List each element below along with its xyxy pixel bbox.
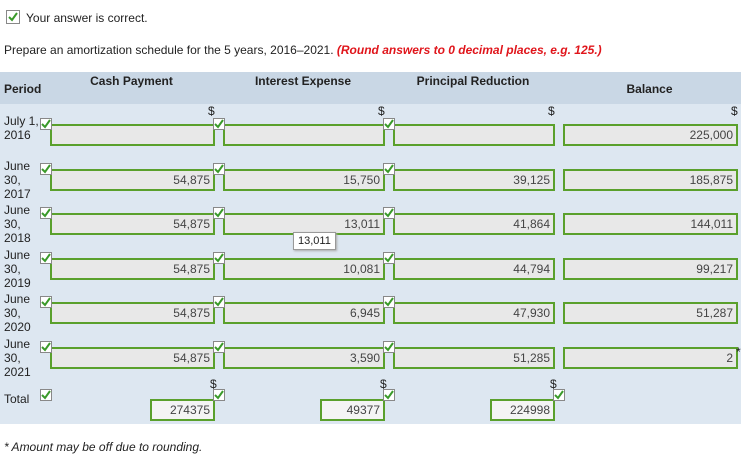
input-cash[interactable] [50, 124, 215, 146]
input-interest[interactable]: 6,945 [223, 302, 385, 324]
input-interest[interactable] [223, 124, 385, 146]
table-header [0, 72, 741, 104]
check-icon [213, 162, 225, 175]
input-total-principal[interactable]: 224998 [490, 399, 555, 421]
tooltip: 13,011 [293, 232, 336, 250]
check-icon [213, 389, 225, 401]
input-principal[interactable]: 51,285 [393, 346, 555, 369]
currency-symbol: $ [550, 377, 557, 391]
period-label: June 30, 2017 [4, 158, 31, 201]
input-total-interest[interactable]: 49377 [320, 399, 385, 421]
check-icon [383, 340, 395, 353]
currency-symbol: $ [208, 104, 215, 118]
input-interest[interactable]: 10,081 [223, 257, 385, 280]
check-icon [383, 251, 395, 264]
check-icon [40, 162, 52, 175]
input-interest[interactable]: 15,750 [223, 168, 385, 191]
instruction: Prepare an amortization schedule for the… [4, 43, 602, 57]
instruction-note: (Round answers to 0 decimal places, e.g.… [336, 43, 602, 57]
footnote: * Amount may be off due to rounding. [4, 440, 203, 454]
check-icon [40, 389, 52, 401]
check-icon [213, 251, 225, 264]
input-principal[interactable]: 47,930 [393, 302, 555, 324]
column-header: Period [4, 82, 42, 96]
currency-symbol: $ [731, 104, 738, 118]
input-principal[interactable]: 41,864 [393, 213, 555, 235]
check-icon [40, 118, 52, 130]
currency-symbol: $ [380, 377, 387, 391]
check-icon [40, 296, 52, 308]
period-label: June 30, 2021 [4, 336, 31, 379]
status: Your answer is correct. [26, 11, 148, 25]
check-icon [383, 162, 395, 175]
input-total-cash[interactable]: 274375 [150, 399, 215, 421]
currency-symbol: $ [548, 104, 555, 118]
period-label: July 1, 2016 [4, 114, 39, 142]
correct-icon [6, 10, 20, 24]
check-icon [383, 389, 395, 401]
input-principal[interactable]: 39,125 [393, 168, 555, 191]
period-label: June 30, 2019 [4, 247, 31, 290]
column-header: Principal Reduction [416, 74, 530, 88]
column-header: Cash Payment [90, 74, 173, 88]
currency-symbol: $ [378, 104, 385, 118]
input-cash[interactable]: 54,875 [50, 302, 215, 324]
input-balance[interactable]: 185,875 [563, 168, 738, 191]
input-balance[interactable]: 144,011 [563, 213, 738, 235]
period-label: June 30, 2018 [4, 203, 31, 245]
column-header: Interest Expense [254, 74, 352, 88]
period-label: June 30, 2020 [4, 292, 31, 334]
input-principal[interactable]: 44,794 [393, 257, 555, 280]
check-icon [213, 118, 225, 130]
check-icon [553, 389, 565, 401]
input-cash[interactable]: 54,875 [50, 168, 215, 191]
instruction-text: Prepare an amortization schedule for the… [4, 43, 334, 57]
input-cash[interactable]: 54,875 [50, 257, 215, 280]
check-icon [213, 296, 225, 308]
input-interest[interactable]: 3,590 [223, 346, 385, 369]
check-icon [213, 340, 225, 353]
input-principal[interactable] [393, 124, 555, 146]
check-icon [213, 207, 225, 219]
column-header: Balance [626, 82, 673, 96]
check-icon [40, 207, 52, 219]
currency-symbol: $ [210, 377, 217, 391]
input-balance[interactable]: 51,287 [563, 302, 738, 324]
input-balance[interactable]: 99,217 [563, 257, 738, 280]
input-cash[interactable]: 54,875 [50, 346, 215, 369]
input-balance[interactable]: 225,000 [563, 124, 738, 146]
input-balance[interactable]: 2 [563, 346, 738, 369]
input-cash[interactable]: 54,875 [50, 213, 215, 235]
check-icon [40, 251, 52, 264]
check-icon [383, 118, 395, 130]
note-marker: * [736, 344, 741, 359]
check-icon [383, 207, 395, 219]
check-icon [40, 340, 52, 353]
check-icon [383, 296, 395, 308]
total-label: Total [4, 392, 30, 406]
